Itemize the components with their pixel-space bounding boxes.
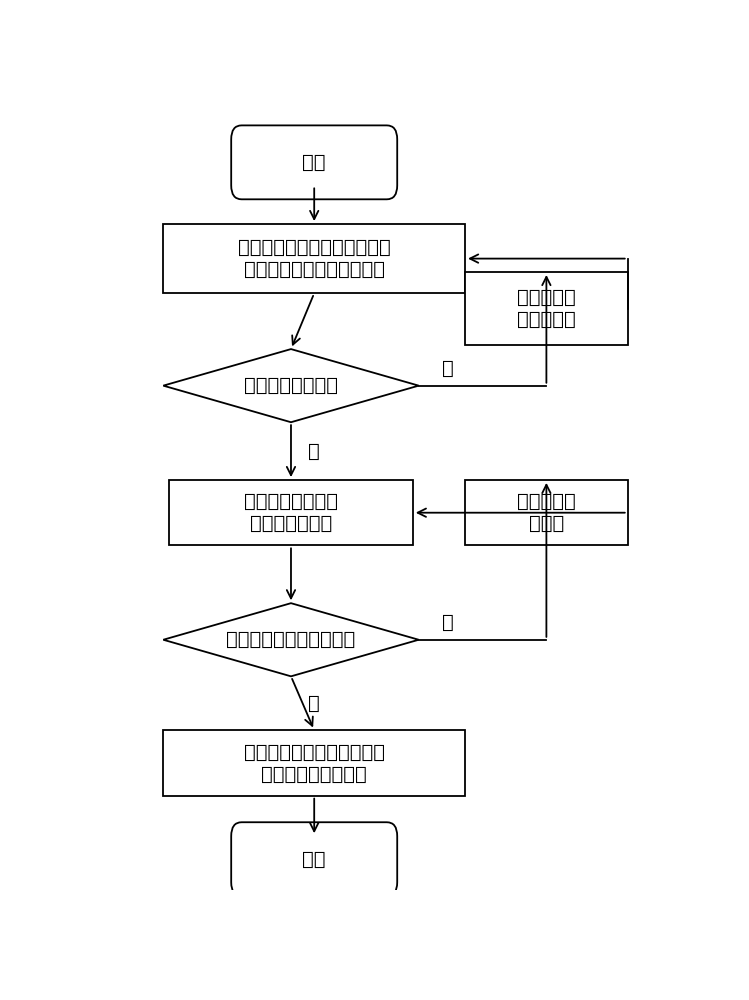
FancyBboxPatch shape [231, 125, 397, 199]
Text: 否: 否 [309, 442, 320, 461]
Text: 是: 是 [442, 359, 454, 378]
Bar [163, 730, 465, 796]
Bar [465, 272, 628, 345]
Text: 是: 是 [442, 613, 454, 632]
Text: 稳态光伏是否增大: 稳态光伏是否增大 [244, 376, 338, 395]
Polygon shape [163, 603, 419, 676]
Text: 是否出现瞬态光伏极小值: 是否出现瞬态光伏极小值 [226, 630, 356, 649]
Text: 采用超快脉冲激光
照射光电二极管: 采用超快脉冲激光 照射光电二极管 [244, 492, 338, 533]
Bar [465, 480, 628, 545]
Text: 根据测得的瞬态光伏极小值
计算肖特基势垒高度: 根据测得的瞬态光伏极小值 计算肖特基势垒高度 [243, 742, 385, 783]
Bar [163, 224, 465, 293]
Text: 增强背景光
源光照强度: 增强背景光 源光照强度 [517, 288, 576, 329]
Polygon shape [163, 349, 419, 422]
Text: 开始: 开始 [303, 153, 326, 172]
Bar [169, 480, 413, 545]
Text: 否: 否 [309, 694, 320, 713]
Text: 开路条件下用背景光源照射光
电二极管，并测量稳态光伏: 开路条件下用背景光源照射光 电二极管，并测量稳态光伏 [238, 238, 390, 279]
Text: 增强入射激
光光强: 增强入射激 光光强 [517, 492, 576, 533]
FancyBboxPatch shape [231, 822, 397, 896]
Text: 结束: 结束 [303, 850, 326, 869]
